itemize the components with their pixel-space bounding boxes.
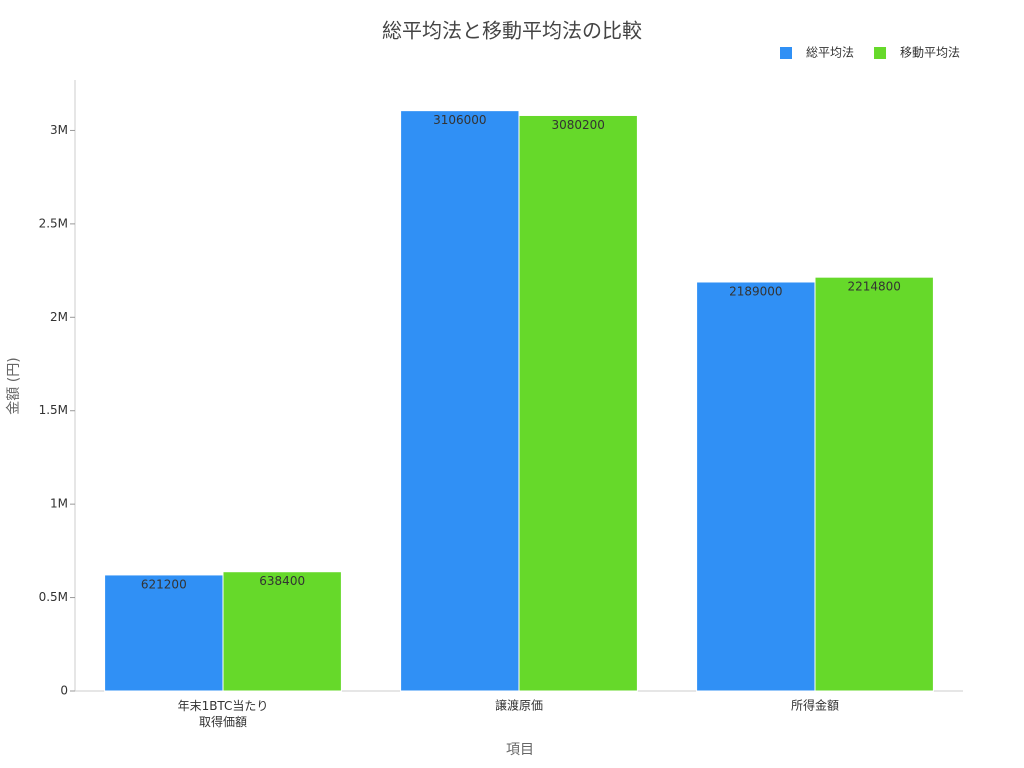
- value-label: 3106000: [433, 113, 486, 127]
- bar: [696, 281, 816, 692]
- x-tick-label: 譲渡原価: [495, 698, 543, 713]
- x-axis-title: 項目: [506, 742, 534, 758]
- y-tick-label: 2M: [50, 310, 68, 324]
- y-tick-label: 3M: [50, 123, 68, 137]
- legend-swatch: [874, 47, 887, 59]
- bar: [400, 110, 520, 692]
- y-tick-label: 1.5M: [39, 403, 68, 417]
- bar: [814, 276, 934, 692]
- x-tick-label: 所得金額: [791, 698, 839, 713]
- y-tick-label: 0.5M: [39, 590, 68, 604]
- value-label: 2214800: [847, 280, 900, 294]
- bar: [518, 114, 638, 692]
- chart-title: 総平均法と移動平均法の比較: [382, 19, 642, 43]
- y-axis-title: 金額 (円): [6, 357, 22, 414]
- legend-label: 総平均法: [806, 46, 854, 60]
- y-tick-label: 2.5M: [39, 216, 68, 230]
- value-label: 621200: [141, 577, 187, 591]
- value-label: 638400: [259, 574, 305, 588]
- value-label: 2189000: [729, 284, 782, 298]
- bar: [104, 574, 224, 692]
- y-tick-label: 0: [60, 684, 68, 698]
- y-tick-label: 1M: [50, 497, 68, 511]
- value-label: 3080200: [551, 118, 604, 132]
- bar: [222, 571, 342, 692]
- x-tick-label: 年末1BTC当たり取得価額: [178, 699, 269, 729]
- legend-swatch: [780, 47, 792, 59]
- legend-label: 移動平均法: [900, 46, 960, 60]
